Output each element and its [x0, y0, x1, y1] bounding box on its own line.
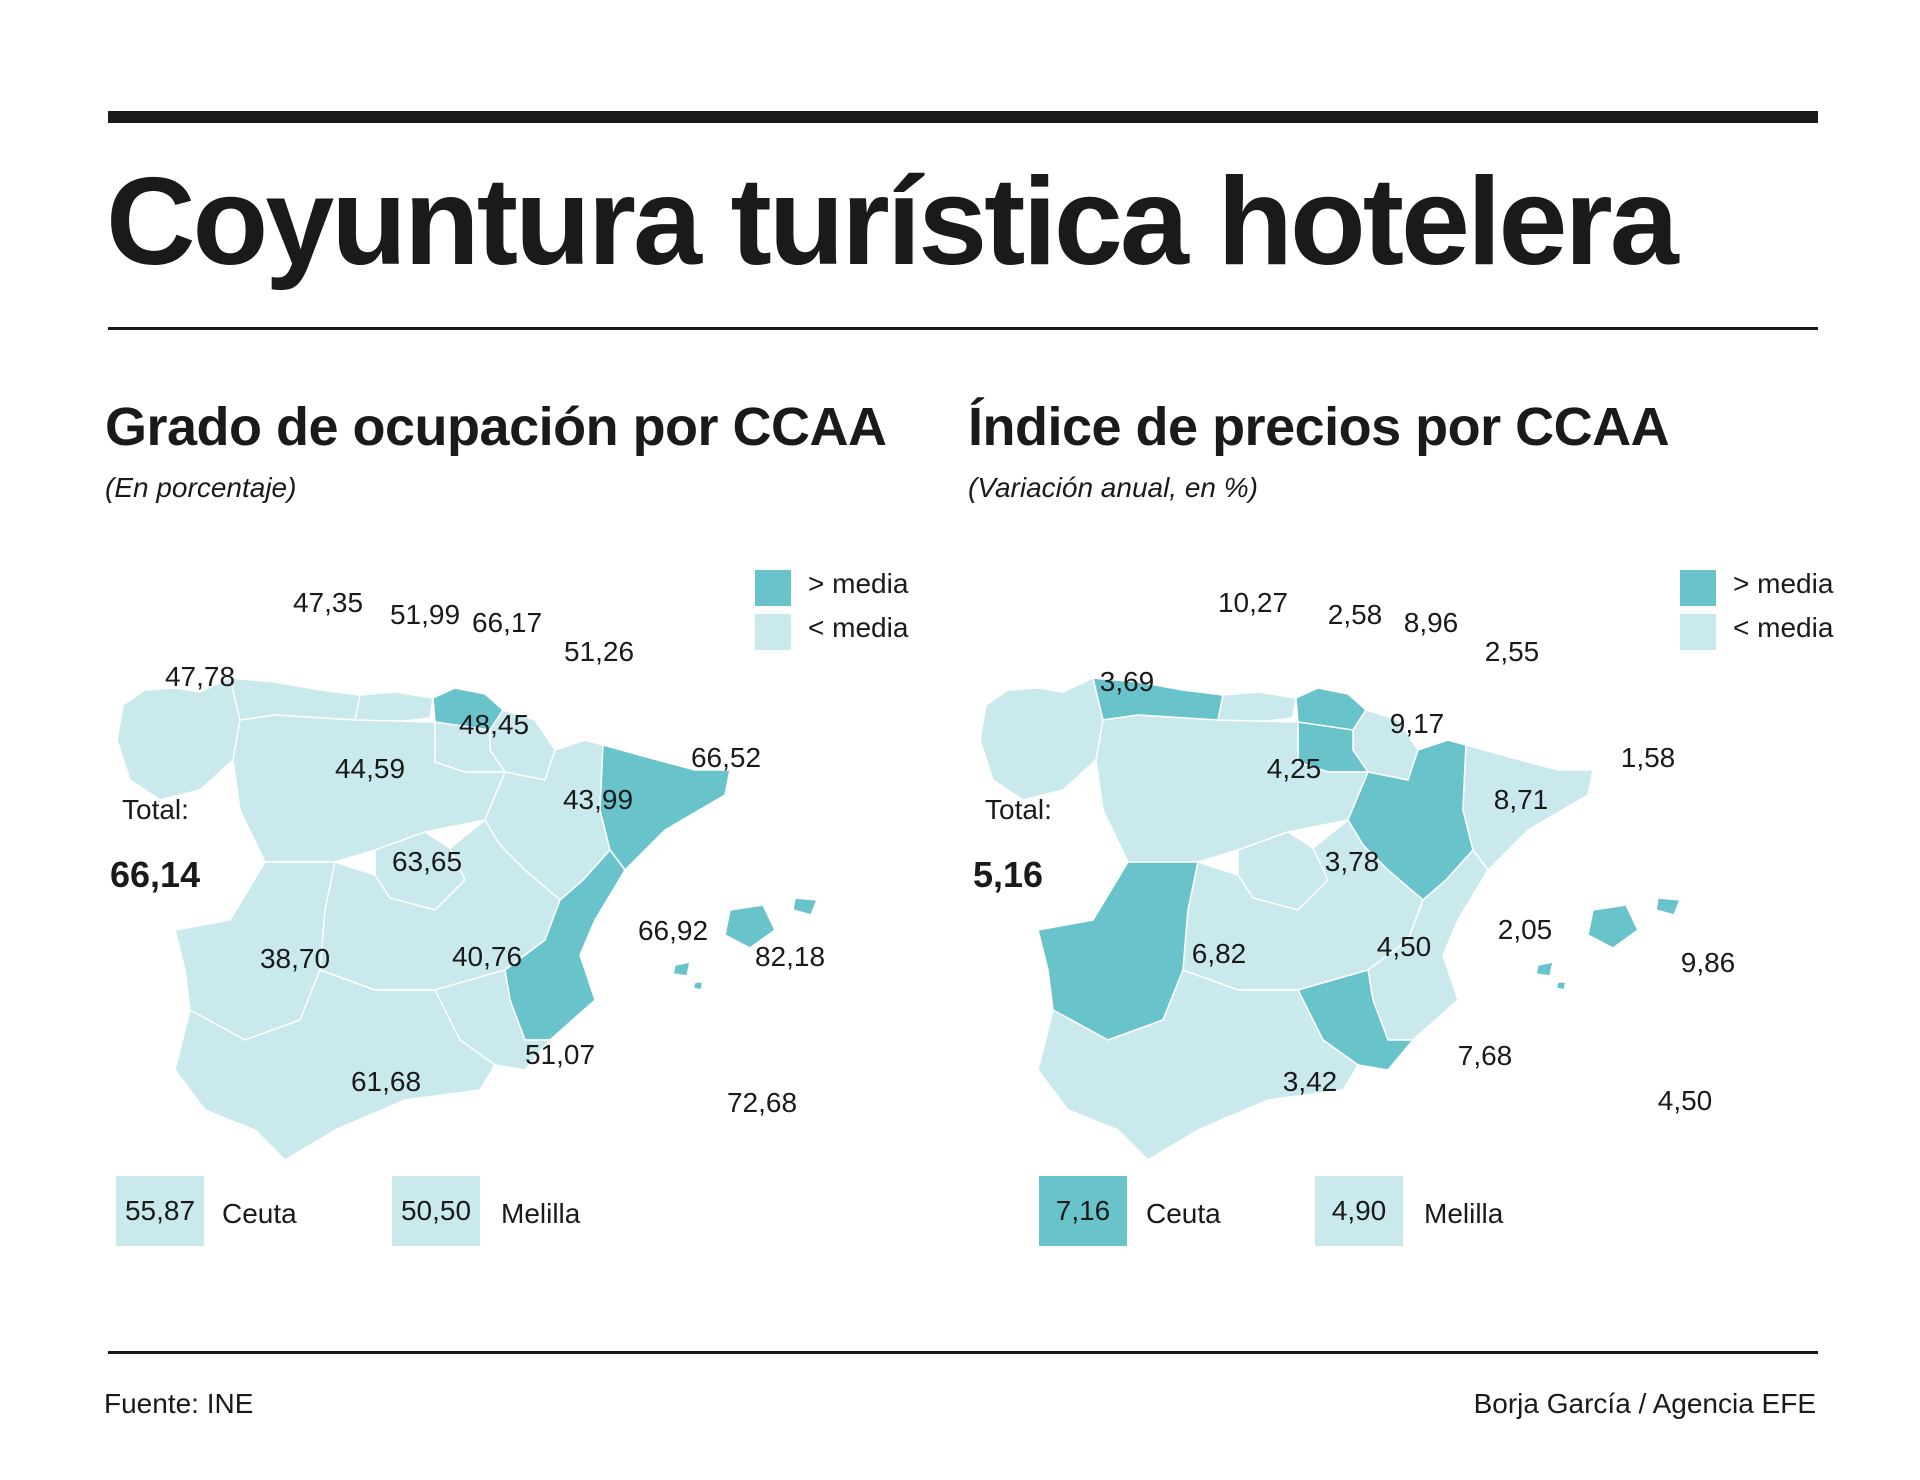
label-andalucia: 61,68 — [350, 1066, 422, 1097]
ceuta-box: 55,87 — [116, 1176, 204, 1246]
region-baleares — [1535, 897, 1681, 991]
label-canarias: 4,50 — [1657, 1085, 1713, 1116]
label-galicia: 3,69 — [1099, 666, 1155, 697]
prices-title: Índice de precios por CCAA — [968, 397, 1670, 457]
label-aragon: 43,99 — [562, 784, 634, 815]
melilla-box: 4,90 — [1315, 1176, 1403, 1246]
label-asturias: 47,35 — [292, 587, 364, 618]
region-cantabria — [354, 691, 434, 723]
region-asturias — [229, 677, 361, 721]
label-canarias: 72,68 — [726, 1087, 798, 1118]
ceuta-label: Ceuta — [222, 1198, 297, 1229]
legend-below-swatch — [755, 614, 791, 650]
region-andalucia — [1037, 969, 1359, 1161]
label-castilla-leon: 44,59 — [334, 753, 406, 784]
legend-above-swatch — [1680, 570, 1716, 606]
label-madrid: 63,65 — [391, 846, 463, 877]
label-cataluna: 66,52 — [690, 742, 762, 773]
label-asturias: 10,27 — [1217, 587, 1289, 618]
melilla-label: Melilla — [501, 1198, 581, 1229]
label-murcia: 7,68 — [1457, 1040, 1513, 1071]
prices-total-value: 5,16 — [973, 854, 1044, 895]
legend-below-label: < media — [1733, 612, 1834, 643]
region-galicia — [116, 677, 241, 801]
occupancy-total-label: Total: — [122, 794, 189, 825]
label-navarra: 2,55 — [1484, 636, 1540, 667]
prices-subtitle: (Variación anual, en %) — [968, 472, 1259, 503]
label-cantabria: 2,58 — [1327, 599, 1383, 630]
label-murcia: 51,07 — [524, 1039, 596, 1070]
occupancy-title: Grado de ocupación por CCAA — [105, 397, 887, 457]
melilla-box: 50,50 — [392, 1176, 480, 1246]
top-rule — [108, 111, 1818, 123]
label-castilla-mancha: 40,76 — [451, 941, 523, 972]
footer-rule — [108, 1351, 1818, 1354]
legend-below-label: < media — [808, 612, 909, 643]
region-cataluna — [1462, 744, 1594, 871]
label-pais-vasco: 66,17 — [471, 607, 543, 638]
label-andalucia: 3,42 — [1282, 1066, 1338, 1097]
ceuta-box: 7,16 — [1039, 1176, 1127, 1246]
label-castilla-leon: 4,25 — [1266, 753, 1322, 784]
occupancy-total-value: 66,14 — [110, 854, 201, 895]
label-la-rioja: 48,45 — [458, 709, 530, 740]
label-baleares: 82,18 — [754, 941, 826, 972]
legend-above-swatch — [755, 570, 791, 606]
region-andalucia — [174, 969, 496, 1161]
credit-note: Borja García / Agencia EFE — [1473, 1388, 1816, 1419]
legend-above-label: > media — [808, 568, 909, 599]
label-extremadura: 38,70 — [259, 943, 331, 974]
label-pais-vasco: 8,96 — [1403, 607, 1459, 638]
legend-above-label: > media — [1733, 568, 1834, 599]
melilla-label: Melilla — [1424, 1198, 1504, 1229]
prices-map — [979, 677, 1681, 1161]
label-cataluna: 1,58 — [1620, 742, 1676, 773]
source-note: Fuente: INE — [104, 1388, 254, 1419]
label-valencia: 66,92 — [637, 915, 709, 946]
occupancy-map — [116, 677, 818, 1161]
page-title: Coyuntura turística hotelera — [106, 153, 1679, 291]
label-cantabria: 51,99 — [389, 599, 461, 630]
ceuta-label: Ceuta — [1146, 1198, 1221, 1229]
label-castilla-mancha: 4,50 — [1376, 931, 1432, 962]
region-cataluna — [599, 744, 731, 871]
title-rule — [108, 327, 1818, 330]
region-galicia — [979, 677, 1104, 801]
occupancy-subtitle: (En porcentaje) — [105, 472, 297, 503]
prices-total-label: Total: — [985, 794, 1052, 825]
label-extremadura: 6,82 — [1191, 938, 1247, 969]
label-navarra: 51,26 — [563, 636, 635, 667]
label-galicia: 47,78 — [164, 661, 236, 692]
label-madrid: 3,78 — [1324, 846, 1380, 877]
region-cantabria — [1217, 691, 1297, 723]
legend-below-swatch — [1680, 614, 1716, 650]
occupancy-panel: Grado de ocupación por CCAA (En porcenta… — [105, 390, 965, 1270]
label-la-rioja: 9,17 — [1389, 708, 1445, 739]
label-valencia: 2,05 — [1497, 914, 1553, 945]
region-baleares — [672, 897, 818, 991]
label-baleares: 9,86 — [1680, 947, 1736, 978]
label-aragon: 8,71 — [1493, 784, 1549, 815]
prices-panel: Índice de precios por CCAA (Variación an… — [968, 390, 1833, 1270]
